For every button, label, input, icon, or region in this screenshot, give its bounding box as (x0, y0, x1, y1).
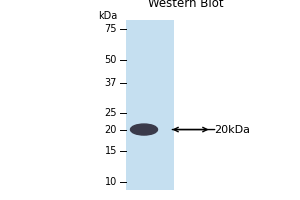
Text: 20kDa: 20kDa (214, 125, 250, 135)
Text: 75: 75 (104, 24, 117, 34)
Text: 15: 15 (105, 146, 117, 156)
Text: 25: 25 (104, 108, 117, 118)
Text: Western Blot: Western Blot (148, 0, 224, 10)
Text: 10: 10 (105, 177, 117, 187)
Text: kDa: kDa (98, 11, 117, 21)
Text: 20: 20 (105, 125, 117, 135)
Bar (126, 20, 174, 190)
Ellipse shape (130, 124, 158, 135)
Text: 50: 50 (105, 55, 117, 65)
Text: 37: 37 (105, 78, 117, 88)
